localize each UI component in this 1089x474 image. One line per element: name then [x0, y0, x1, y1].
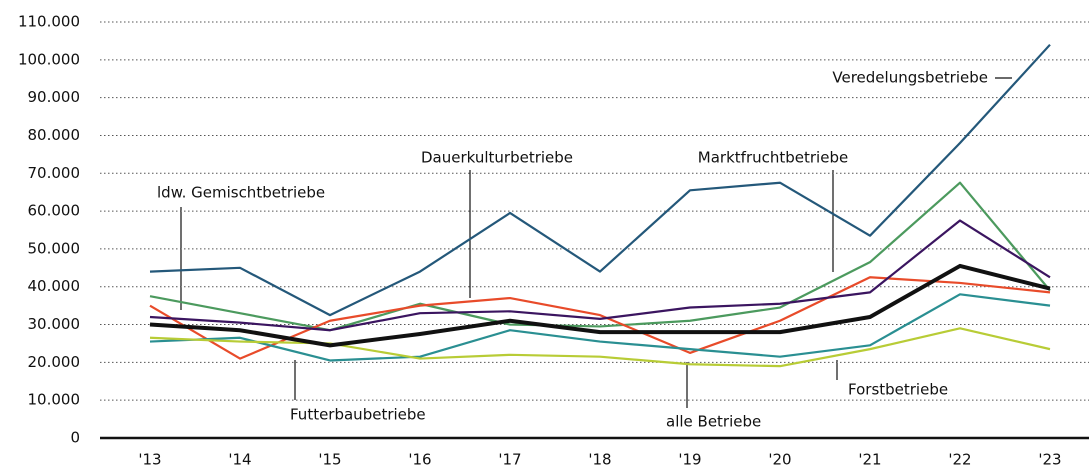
x-tick-label: '17	[498, 451, 521, 469]
x-tick-label: '19	[678, 451, 701, 469]
series-label: Dauerkulturbetriebe	[421, 149, 573, 167]
series-label: Marktfruchtbetriebe	[698, 149, 848, 167]
x-tick-label: '21	[858, 451, 881, 469]
x-tick-label: '22	[948, 451, 971, 469]
y-tick-label: 110.000	[18, 13, 80, 31]
series-label: ldw. Gemischtbetriebe	[157, 184, 325, 202]
series-line	[149, 43, 1051, 317]
y-tick-label: 20.000	[28, 353, 81, 371]
x-tick-label: '14	[228, 451, 251, 469]
y-tick-label: 60.000	[28, 202, 81, 220]
x-tick-label: '16	[408, 451, 431, 469]
leader-lines	[180, 77, 1012, 408]
series-line	[149, 263, 1051, 348]
series-line	[149, 181, 1051, 332]
series-label: Forstbetriebe	[848, 381, 948, 399]
y-tick-label: 80.000	[28, 126, 81, 144]
series-line	[149, 293, 1051, 362]
series-label: Veredelungsbetriebe	[832, 69, 988, 87]
y-tick-label: 70.000	[28, 164, 81, 182]
y-tick-label: 30.000	[28, 315, 81, 333]
x-tick-label: '15	[318, 451, 341, 469]
series-label: Futterbaubetriebe	[290, 406, 426, 424]
y-tick-label: 0	[70, 429, 80, 447]
x-tick-label: '23	[1038, 451, 1061, 469]
y-tick-label: 50.000	[28, 239, 81, 257]
y-tick-label: 90.000	[28, 88, 81, 106]
y-tick-label: 10.000	[28, 391, 81, 409]
series-line	[149, 276, 1051, 360]
x-tick-label: '20	[768, 451, 791, 469]
series-line	[149, 327, 1051, 368]
y-tick-label: 40.000	[28, 277, 81, 295]
x-tick-label: '18	[588, 451, 611, 469]
y-tick-label: 100.000	[18, 50, 80, 68]
series-label: alle Betriebe	[666, 413, 761, 431]
x-tick-label: '13	[138, 451, 161, 469]
series-line	[149, 219, 1051, 332]
